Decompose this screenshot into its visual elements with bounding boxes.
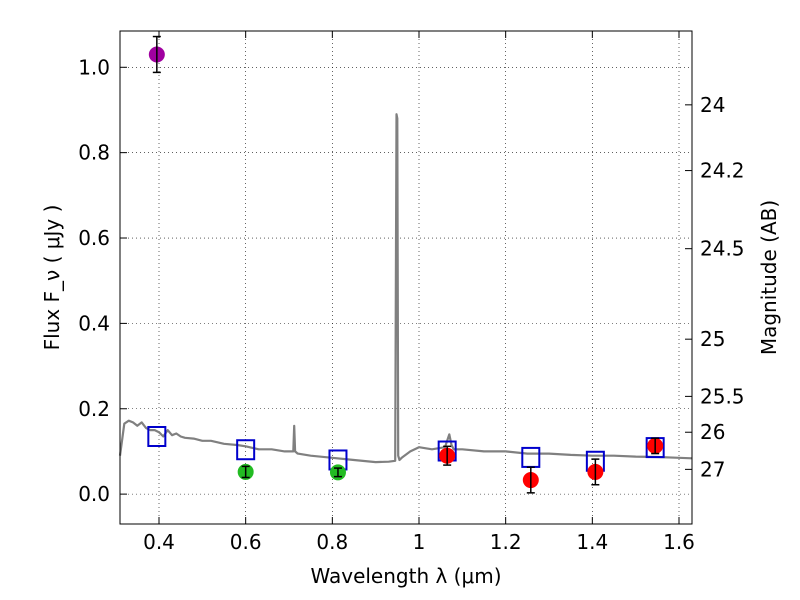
- y2-tick-label: 27: [700, 457, 725, 481]
- y-tick-label: 0.6: [78, 226, 110, 250]
- grid: [120, 31, 692, 524]
- y-axis-title: Flux F_ν ( μJy ): [40, 205, 64, 351]
- model-photometry-square: [521, 446, 541, 468]
- x-tick-label: 1.4: [576, 530, 608, 554]
- plot-frame: [119, 30, 693, 525]
- y2-tick-label: 24.5: [700, 237, 745, 261]
- x-tick-label: 1.2: [490, 530, 522, 554]
- spectrum-line: [118, 113, 693, 464]
- model-photometry-square: [147, 425, 167, 447]
- x-tick-label: 0.6: [230, 530, 262, 554]
- y-tick-label: 0.4: [78, 311, 110, 335]
- y-tick-label: 0.0: [78, 482, 110, 506]
- x-axis-title: Wavelength λ (μm): [310, 564, 501, 588]
- y2-tick-label: 25.5: [700, 384, 745, 408]
- x-tick-label: 1.6: [663, 530, 695, 554]
- y-tick-label: 1.0: [78, 55, 110, 79]
- photometry-layer: [147, 35, 665, 494]
- x-tick-label: 1: [413, 530, 426, 554]
- spectrum-layer: [118, 113, 693, 464]
- x-tick-label: 0.8: [316, 530, 348, 554]
- x-tick-label: 0.4: [143, 530, 175, 554]
- y2-tick-label: 24.2: [700, 159, 745, 183]
- y2-tick-label: 26: [700, 420, 725, 444]
- y2-tick-label: 24: [700, 93, 725, 117]
- y2-axis-title: Magnitude (AB): [757, 200, 781, 355]
- y-tick-label: 0.2: [78, 397, 110, 421]
- y-tick-label: 0.8: [78, 141, 110, 165]
- axis-ticks: 0.4 0.6 0.8 1 1.2 1.4 1.6 0.0 0.2 0.4 0.6 0.8 1.0 24 2…: [78, 31, 745, 554]
- y2-tick-label: 25: [700, 327, 725, 351]
- model-photometry-square: [236, 439, 256, 461]
